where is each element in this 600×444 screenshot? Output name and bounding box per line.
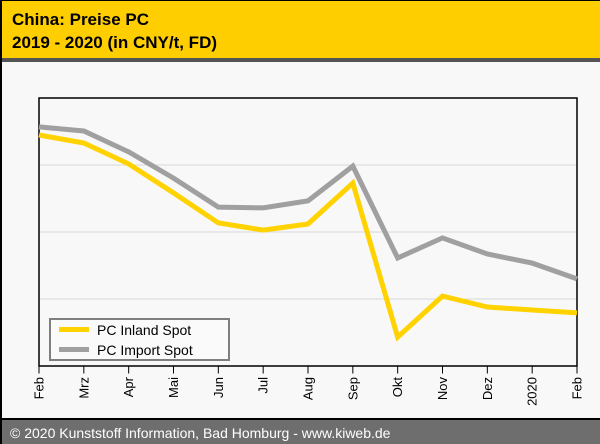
x-axis-label: Sep (345, 377, 360, 400)
x-axis-label: Feb (570, 377, 585, 399)
x-axis-label: Feb (32, 377, 47, 399)
legend-label-pc-inland-spot: PC Inland Spot (97, 321, 192, 338)
series-line-pc-import-spot (38, 124, 578, 282)
x-axis-label: Jun (211, 377, 226, 398)
x-axis-label: Nov (435, 377, 450, 401)
legend-item-pc-import-spot: PC Import Spot (59, 340, 228, 359)
legend-label-pc-import-spot: PC Import Spot (97, 341, 193, 358)
x-axis-label: 2020 (525, 377, 540, 406)
chart-title-line2: 2019 - 2020 (in CNY/t, FD) (12, 33, 218, 52)
chart-legend: PC Inland Spot PC Import Spot (49, 318, 230, 361)
chart-area: Feb Mrz Apr Mai Jun Jul Aug Sep Okt Nov Dez 2020 Feb… (2, 66, 600, 418)
copyright-text: © 2020 Kunststoff Information, Bad Hombu… (10, 424, 391, 441)
legend-item-pc-inland-spot: PC Inland Spot (59, 320, 228, 339)
chart-title-line1: China: Preise PC (12, 10, 149, 29)
pc-import-spot-line-swatch (59, 347, 89, 352)
x-axis-label: Apr (121, 376, 136, 397)
series-line-pc-inland-spot (38, 132, 578, 342)
x-axis-label: Mrz (76, 377, 91, 399)
x-axis-label: Mai (166, 377, 181, 398)
copyright-bar: © 2020 Kunststoff Information, Bad Hombu… (2, 418, 600, 444)
x-axis-label: Dez (480, 377, 495, 400)
x-axis-label: Okt (390, 377, 405, 398)
pc-inland-spot-line-swatch (59, 327, 89, 332)
chart-header: China: Preise PC 2019 - 2020 (in CNY/t, … (2, 1, 600, 62)
price-line-chart: Feb Mrz Apr Mai Jun Jul Aug Sep Okt Nov Dez 2020 Feb (32, 97, 585, 406)
x-axis-label: Jul (256, 377, 271, 394)
x-axis-label: Aug (301, 377, 316, 400)
